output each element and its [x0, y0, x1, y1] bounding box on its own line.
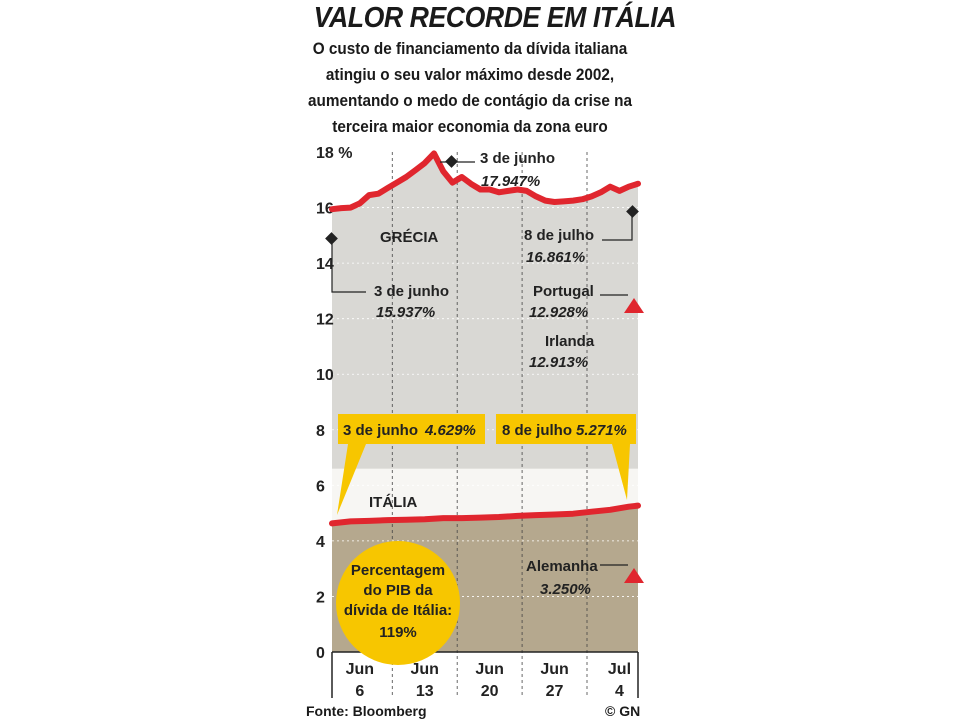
portugal-label: Portugal	[533, 283, 594, 300]
irlanda-label: Irlanda	[545, 333, 595, 350]
subtitle-line: O custo de financiamento da dívida itali…	[312, 39, 628, 58]
greece-start-value: 15.937%	[376, 304, 435, 321]
italy-start-date: 3 de junho	[343, 422, 418, 439]
greece-label: GRÉCIA	[380, 229, 439, 246]
y-axis: 0 2 4 6 8 10 12 14 16 18 %	[316, 145, 352, 662]
y-tick-label: 14	[316, 256, 334, 273]
pib-line: 119%	[379, 624, 417, 641]
source-note: Fonte: Bloomberg	[306, 703, 427, 719]
leader-line	[331, 239, 366, 293]
greece-peak-value: 17.947%	[481, 173, 540, 190]
italy-end-date: 8 de julho	[502, 422, 572, 439]
pib-line: Percentagem	[351, 562, 445, 579]
start-marker	[325, 232, 338, 245]
x-tick-label: Jun	[411, 661, 439, 678]
y-tick-label: 4	[316, 534, 325, 551]
subtitle-line: terceira maior economia da zona euro	[332, 117, 608, 136]
leader-line	[602, 212, 633, 241]
pib-line: do PIB da	[363, 582, 433, 599]
x-tick-label: 27	[546, 683, 564, 700]
greece-series-line	[329, 150, 641, 213]
credit: © GN	[605, 703, 641, 719]
alemanha-up-marker	[624, 568, 644, 583]
italy-start-value: 4.629%	[424, 422, 476, 439]
x-tick-label: 20	[481, 683, 499, 700]
y-tick-label: 6	[316, 478, 325, 495]
y-tick-label: 12	[316, 312, 334, 329]
x-tick-label: 6	[355, 683, 364, 700]
greece-peak-date: 3 de junho	[480, 150, 555, 167]
x-axis: Jun 6 Jun 13 Jun 20 Jun 27 Jul 4	[346, 661, 631, 700]
greece-start-date: 3 de junho	[374, 283, 449, 300]
y-tick-label: 16	[316, 201, 334, 218]
alemanha-label: Alemanha	[526, 558, 598, 575]
chart-title: VALOR RECORDE EM ITÁLIA	[313, 2, 677, 34]
y-tick-label: 8	[316, 423, 325, 440]
x-tick-label: 4	[615, 683, 624, 700]
y-tick-label: 18 %	[316, 145, 352, 162]
portugal-up-marker	[624, 298, 644, 313]
x-tick-label: Jul	[608, 661, 631, 678]
pib-callout: Percentagem do PIB da dívida de Itália: …	[336, 541, 460, 665]
greece-end-value: 16.861%	[526, 249, 585, 266]
italy-label: ITÁLIA	[369, 494, 417, 511]
y-tick-label: 2	[316, 589, 325, 606]
x-tick-label: Jun	[475, 661, 503, 678]
subtitle-line: aumentando o medo de contágio da crise n…	[308, 91, 632, 110]
x-tick-label: Jun	[540, 661, 568, 678]
subtitle-line: atingiu o seu valor máximo desde 2002,	[325, 65, 615, 84]
x-tick-label: 13	[416, 683, 434, 700]
italy-start-callout: 3 de junho 4.629%	[337, 414, 485, 515]
italy-end-callout: 8 de julho 5.271%	[496, 414, 636, 500]
irlanda-value: 12.913%	[529, 354, 588, 371]
pib-line: dívida de Itália:	[344, 602, 452, 619]
y-tick-label: 0	[316, 645, 325, 662]
y-tick-label: 10	[316, 367, 334, 384]
x-tick-label: Jun	[346, 661, 374, 678]
portugal-value: 12.928%	[529, 304, 588, 321]
italy-series-line	[329, 502, 641, 527]
greece-end-date: 8 de julho	[524, 227, 594, 244]
alemanha-value: 3.250%	[540, 581, 591, 598]
peak-marker	[445, 155, 458, 168]
italy-end-value: 5.271%	[576, 422, 627, 439]
